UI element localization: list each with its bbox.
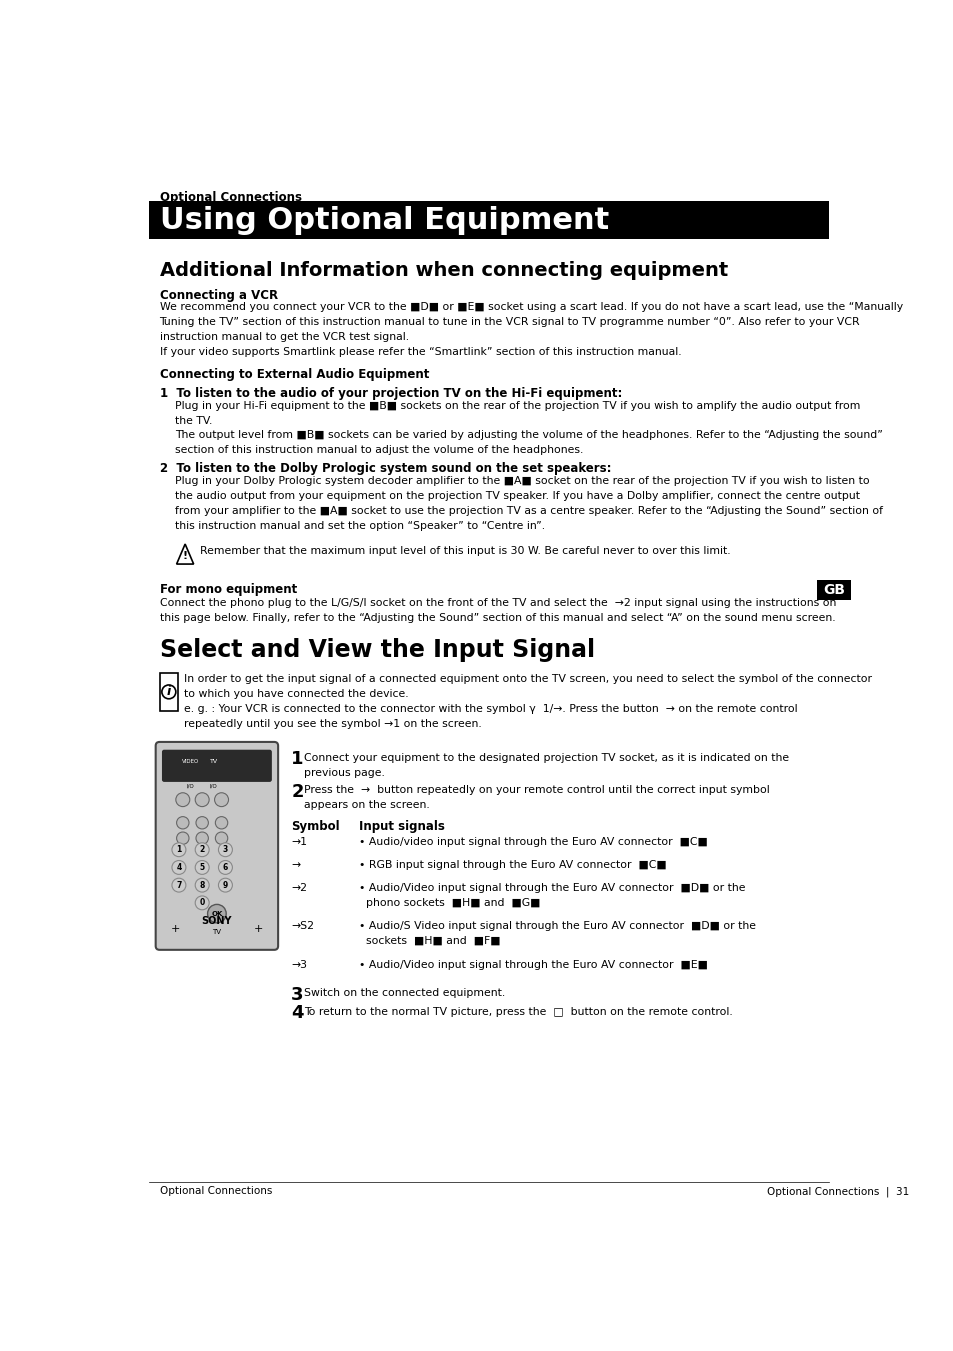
Text: I/O: I/O [187,784,194,789]
Text: TV: TV [210,759,217,763]
Circle shape [214,793,229,807]
Text: Remember that the maximum input level of this input is 30 W. Be careful never to: Remember that the maximum input level of… [199,546,730,555]
Circle shape [195,843,209,857]
FancyBboxPatch shape [162,750,271,781]
Text: • Audio/Video input signal through the Euro AV connector  ■D■ or the
  phono soc: • Audio/Video input signal through the E… [359,882,745,908]
Circle shape [176,816,189,830]
Text: Connect your equipment to the designated projection TV socket, as it is indicate: Connect your equipment to the designated… [303,753,788,778]
Polygon shape [176,544,193,565]
Text: →3: →3 [291,959,307,970]
Circle shape [172,861,186,874]
Text: • Audio/Video input signal through the Euro AV connector  ■E■: • Audio/Video input signal through the E… [359,959,708,970]
Circle shape [218,878,233,892]
Text: Using Optional Equipment: Using Optional Equipment [159,205,608,235]
Bar [159,673,178,711]
Text: 2: 2 [291,782,303,801]
Text: Additional Information when connecting equipment: Additional Information when connecting e… [159,261,727,280]
Text: Connecting to External Audio Equipment: Connecting to External Audio Equipment [159,369,429,381]
Text: I/O: I/O [210,784,217,789]
Text: →2: →2 [291,882,307,893]
Circle shape [175,793,190,807]
Text: Plug in your Dolby Prologic system decoder amplifier to the ■A■ socket on the re: Plug in your Dolby Prologic system decod… [174,477,882,531]
Text: • RGB input signal through the Euro AV connector  ■C■: • RGB input signal through the Euro AV c… [359,859,666,870]
Text: GB: GB [821,584,844,597]
Text: To return to the normal TV picture, press the  □  button on the remote control.: To return to the normal TV picture, pres… [303,1006,732,1017]
Text: Optional Connections  |  31: Optional Connections | 31 [766,1186,908,1197]
Circle shape [218,843,233,857]
Text: Optional Connections: Optional Connections [159,1186,272,1196]
Text: 2: 2 [199,846,205,854]
Text: Plug in your Hi-Fi equipment to the ■B■ sockets on the rear of the projection TV: Plug in your Hi-Fi equipment to the ■B■ … [174,401,882,455]
Text: →1: →1 [291,836,307,847]
Text: • Audio/video input signal through the Euro AV connector  ■C■: • Audio/video input signal through the E… [359,836,707,847]
Circle shape [195,878,209,892]
Text: TV: TV [213,928,221,935]
Circle shape [172,878,186,892]
Text: VIDEO: VIDEO [182,759,199,763]
Text: Symbol: Symbol [291,820,339,832]
Text: →S2: →S2 [291,921,314,931]
Circle shape [215,832,228,844]
Text: 0: 0 [199,898,205,908]
Circle shape [162,685,175,698]
Text: • Audio/S Video input signal through the Euro AV connector  ■D■ or the
  sockets: • Audio/S Video input signal through the… [359,921,756,946]
Text: 3: 3 [291,986,303,1004]
Text: 1  To listen to the audio of your projection TV on the Hi-Fi equipment:: 1 To listen to the audio of your project… [159,386,621,400]
Circle shape [176,832,189,844]
Text: 6: 6 [223,863,228,871]
Text: Switch on the connected equipment.: Switch on the connected equipment. [303,989,504,998]
Circle shape [195,896,209,909]
Circle shape [215,816,228,830]
Circle shape [218,861,233,874]
Text: We recommend you connect your VCR to the ■D■ or ■E■ socket using a scart lead. I: We recommend you connect your VCR to the… [159,303,902,357]
Bar [149,200,828,239]
Circle shape [195,832,208,844]
Text: For mono equipment: For mono equipment [159,582,296,596]
Bar [816,580,850,600]
Text: 4: 4 [291,1005,303,1023]
Text: 9: 9 [223,881,228,890]
Text: 3: 3 [223,846,228,854]
Text: Input signals: Input signals [359,820,445,832]
Text: Press the  →  button repeatedly on your remote control until the correct input s: Press the → button repeatedly on your re… [303,785,769,809]
Text: 7: 7 [176,881,181,890]
Text: Select and View the Input Signal: Select and View the Input Signal [159,638,594,662]
Circle shape [195,861,209,874]
Text: 2  To listen to the Dolby Prologic system sound on the set speakers:: 2 To listen to the Dolby Prologic system… [159,462,611,476]
Text: +: + [171,924,179,934]
Text: OK: OK [211,911,222,916]
Text: i: i [167,685,171,698]
Text: Connect the phono plug to the L/G/S/I socket on the front of the TV and select t: Connect the phono plug to the L/G/S/I so… [159,598,835,623]
Text: Connecting a VCR: Connecting a VCR [159,289,277,303]
Circle shape [208,904,226,923]
FancyBboxPatch shape [155,742,278,950]
Text: →: → [291,859,300,870]
Text: !: ! [182,551,188,561]
Text: 4: 4 [176,863,181,871]
Circle shape [195,816,208,830]
Text: Optional Connections: Optional Connections [159,192,301,204]
Text: +: + [253,924,263,934]
Text: 1: 1 [291,750,303,769]
Text: 5: 5 [199,863,205,871]
Circle shape [172,843,186,857]
Text: SONY: SONY [201,916,232,927]
Text: 8: 8 [199,881,205,890]
Text: In order to get the input signal of a connected equipment onto the TV screen, yo: In order to get the input signal of a co… [184,674,871,728]
Text: 1: 1 [176,846,181,854]
Circle shape [195,793,209,807]
